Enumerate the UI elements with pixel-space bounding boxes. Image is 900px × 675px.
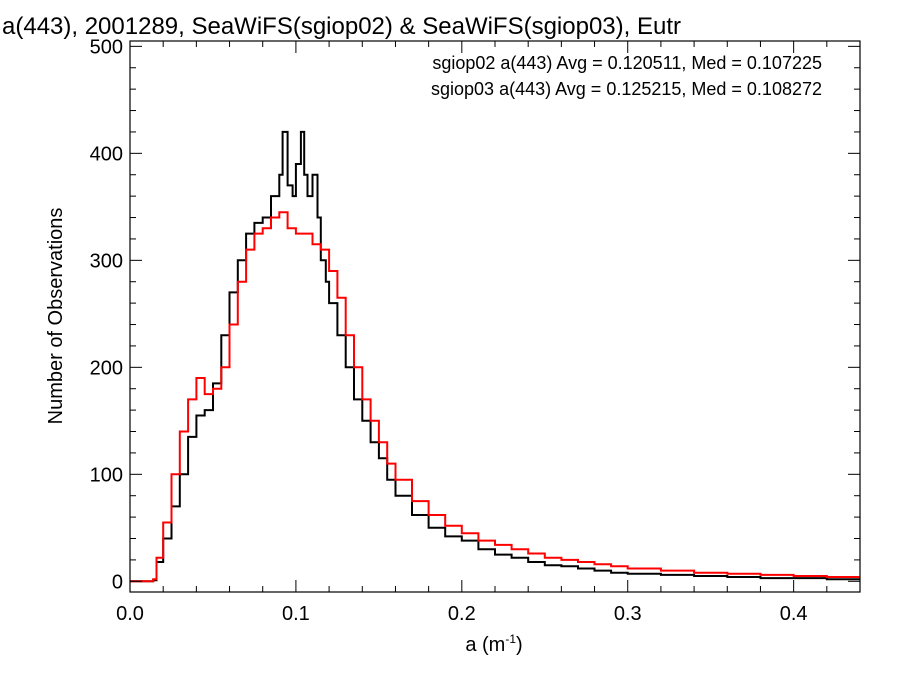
x-axis-label: a (m-1) xyxy=(465,632,522,656)
y-axis-label: Number of Observations xyxy=(45,208,67,425)
series-line-sgiop02 xyxy=(130,130,860,583)
y-tick-label: 300 xyxy=(90,250,123,272)
x-tick-label: 0.3 xyxy=(614,603,642,625)
y-tick-label: 200 xyxy=(90,357,123,379)
x-tick-label: 0.2 xyxy=(448,603,476,625)
legend-sgiop03: sgiop03 a(443) Avg = 0.125215, Med = 0.1… xyxy=(431,79,822,99)
y-tick-label: 0 xyxy=(112,571,123,593)
x-tick-label: 0.0 xyxy=(116,603,144,625)
y-tick-label: 400 xyxy=(90,143,123,165)
x-tick-label: 0.1 xyxy=(282,603,310,625)
plot-frame xyxy=(129,40,861,593)
legend-sgiop02: sgiop02 a(443) Avg = 0.120511, Med = 0.1… xyxy=(432,53,822,73)
series-line-sgiop03 xyxy=(130,211,860,583)
y-tick-label: 500 xyxy=(90,36,123,58)
x-tick-label: 0.4 xyxy=(780,603,808,625)
y-tick-label: 100 xyxy=(90,464,123,486)
chart-title: a(443), 2001289, SeaWiFS(sgiop02) & SeaW… xyxy=(2,13,681,40)
